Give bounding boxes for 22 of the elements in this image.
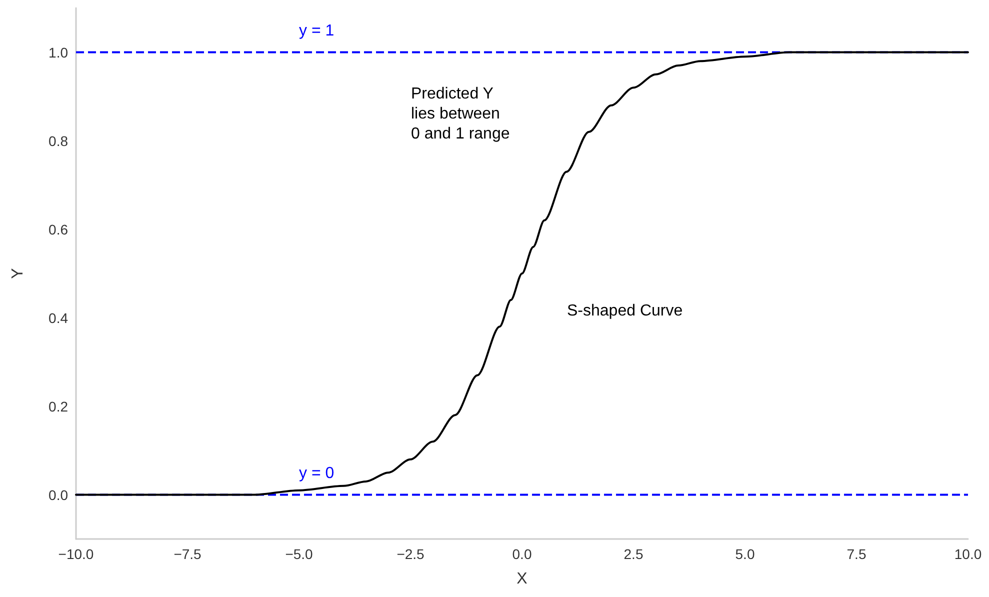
x-axis-title: X: [516, 570, 528, 588]
y-tick-label: 0.8: [48, 132, 68, 149]
x-tick-label: −10.0: [58, 546, 94, 562]
y-tick-label: 0.0: [48, 486, 68, 503]
line-series: [75, 51, 969, 496]
x-tick-label: 2.5: [624, 546, 644, 562]
x-tick-label: −7.5: [174, 546, 202, 562]
y-axis-title: Y: [10, 268, 26, 279]
x-tick-label: 5.0: [735, 546, 755, 562]
x-tick-label: −5.0: [285, 546, 314, 562]
annotation: Predicted Y lies between 0 and 1 range: [411, 86, 510, 142]
x-tick-label: 0.0: [512, 546, 532, 562]
annotation: S-shaped Curve: [567, 302, 683, 320]
ref-line-label: y = 1: [299, 22, 334, 40]
y-tick-label: 0.6: [48, 221, 68, 238]
y-tick-label: 1.0: [48, 44, 68, 60]
x-tick-label: 7.5: [846, 546, 866, 562]
ref-line-label: y = 0: [299, 465, 334, 482]
x-tick-label: 10.0: [954, 546, 982, 562]
y-tick-label: 0.4: [48, 310, 68, 326]
x-tick-label: −2.5: [396, 546, 425, 562]
y-tick-label: 0.2: [48, 398, 68, 414]
